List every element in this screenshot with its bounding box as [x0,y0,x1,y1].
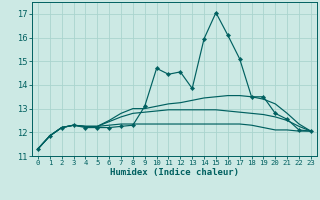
X-axis label: Humidex (Indice chaleur): Humidex (Indice chaleur) [110,168,239,177]
